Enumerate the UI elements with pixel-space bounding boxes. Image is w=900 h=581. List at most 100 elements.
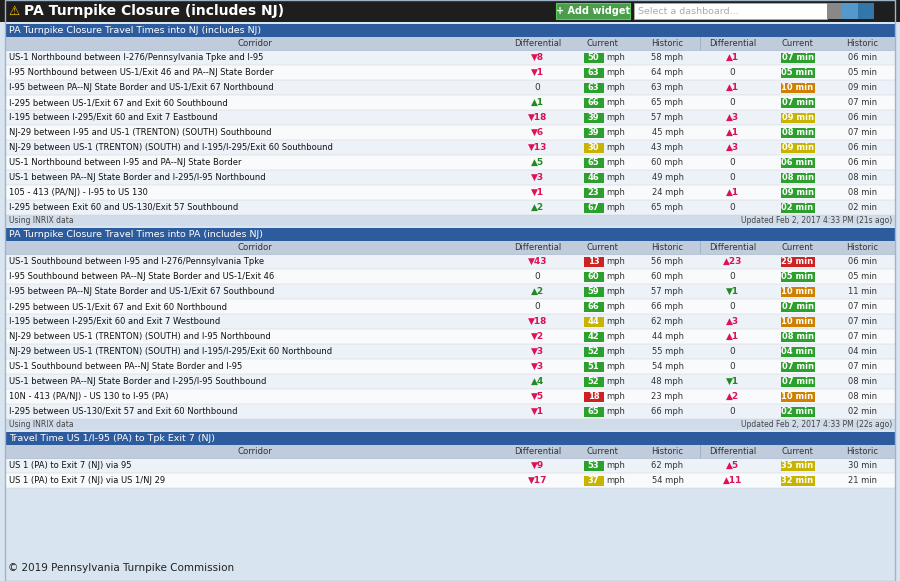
Text: 23: 23 [588,188,599,197]
Text: 05 min: 05 min [781,272,814,281]
Text: US 1 (PA) to Exit 7 (NJ) via US 1/NJ 29: US 1 (PA) to Exit 7 (NJ) via US 1/NJ 29 [9,476,165,485]
Text: 08 min: 08 min [781,128,814,137]
Text: mph: mph [607,188,625,197]
Text: 30: 30 [588,143,599,152]
Bar [583,67,604,77]
Text: 09 min: 09 min [781,143,814,152]
Text: 06 min: 06 min [848,53,878,62]
Text: 65: 65 [588,158,599,167]
Text: Historic: Historic [847,39,878,48]
Bar [5,228,895,241]
Text: ▲1: ▲1 [726,53,739,62]
Bar [583,332,604,342]
Text: mph: mph [607,173,625,182]
Text: 07 min: 07 min [848,302,878,311]
Bar [5,269,895,284]
Text: 39: 39 [588,113,599,122]
Text: Travel Time US 1/I-95 (PA) to Tpk Exit 7 (NJ): Travel Time US 1/I-95 (PA) to Tpk Exit 7… [9,434,215,443]
Text: mph: mph [607,332,625,341]
Text: 0: 0 [730,347,735,356]
Text: Select a dashboard...: Select a dashboard... [638,6,739,16]
Text: 10 min: 10 min [781,287,814,296]
Bar [780,346,814,357]
Text: mph: mph [607,392,625,401]
Text: US-1 Southbound between PA--NJ State Border and I-95: US-1 Southbound between PA--NJ State Bor… [9,362,242,371]
Text: mph: mph [607,272,625,281]
Text: 0: 0 [730,302,735,311]
Text: mph: mph [607,461,625,470]
Text: 05 min: 05 min [848,68,877,77]
Text: mph: mph [607,98,625,107]
Bar [583,302,604,311]
Text: I-195 between I-295/Exit 60 and Exit 7 Westbound: I-195 between I-295/Exit 60 and Exit 7 W… [9,317,220,326]
Text: © 2019 Pennsylvania Turnpike Commission: © 2019 Pennsylvania Turnpike Commission [8,563,234,573]
Text: 05 min: 05 min [781,68,814,77]
Text: mph: mph [607,476,625,485]
Bar [5,80,895,95]
Text: mph: mph [607,287,625,296]
Text: 49 mph: 49 mph [652,173,683,182]
Text: 13: 13 [588,257,599,266]
Text: 55 mph: 55 mph [652,347,683,356]
Text: 08 min: 08 min [848,392,878,401]
Text: ▼13: ▼13 [527,143,547,152]
Text: Differential: Differential [709,243,756,252]
Bar [583,142,604,152]
Bar [5,419,895,430]
Bar [858,3,874,19]
Bar [583,376,604,386]
Bar [780,127,814,138]
Text: 08 min: 08 min [848,377,878,386]
Text: Current: Current [781,447,814,456]
Bar [583,461,604,471]
Bar [5,314,895,329]
Text: I-295 between US-130/Exit 57 and Exit 60 Northbound: I-295 between US-130/Exit 57 and Exit 60… [9,407,238,416]
Text: 24 mph: 24 mph [652,188,683,197]
Text: ▼3: ▼3 [531,173,544,182]
Text: 60 mph: 60 mph [652,158,684,167]
Text: 07 min: 07 min [781,362,814,371]
Text: 42: 42 [588,332,599,341]
Text: 57 mph: 57 mph [652,287,684,296]
Text: ▼5: ▼5 [531,392,544,401]
Bar [5,284,895,299]
Text: 57 mph: 57 mph [652,113,684,122]
Text: ▼1: ▼1 [531,68,544,77]
Text: PA Turnpike Closure Travel Times into NJ (includes NJ): PA Turnpike Closure Travel Times into NJ… [9,26,261,35]
Text: Differential: Differential [709,39,756,48]
Bar [827,3,842,19]
Text: ▼1: ▼1 [531,407,544,416]
Text: 07 min: 07 min [781,53,814,62]
Text: US-1 Northbound between I-276/Pennsylvania Tpke and I-95: US-1 Northbound between I-276/Pennsylvan… [9,53,264,62]
Text: ▲5: ▲5 [726,461,739,470]
Bar [583,392,604,401]
Text: US 1 (PA) to Exit 7 (NJ) via 95: US 1 (PA) to Exit 7 (NJ) via 95 [9,461,131,470]
Text: mph: mph [607,68,625,77]
Bar [780,256,814,267]
Text: 06 min: 06 min [848,158,878,167]
Text: 52: 52 [588,347,599,356]
Text: 05 min: 05 min [848,272,877,281]
Bar [5,374,895,389]
Text: US-1 between PA--NJ State Border and I-295/I-95 Northbound: US-1 between PA--NJ State Border and I-2… [9,173,266,182]
Text: 60 mph: 60 mph [652,272,684,281]
Text: 66: 66 [588,98,599,107]
Text: 21 min: 21 min [848,476,877,485]
Text: US-1 between PA--NJ State Border and I-295/I-95 Southbound: US-1 between PA--NJ State Border and I-2… [9,377,266,386]
Bar [583,317,604,327]
Text: ▼3: ▼3 [531,362,544,371]
Text: Differential: Differential [514,39,561,48]
Text: I-295 between US-1/Exit 67 and Exit 60 Northbound: I-295 between US-1/Exit 67 and Exit 60 N… [9,302,227,311]
Text: 02 min: 02 min [781,407,814,416]
Bar [699,37,700,50]
Bar [634,3,827,19]
Text: 64 mph: 64 mph [652,68,684,77]
Bar [780,286,814,296]
Text: 54 mph: 54 mph [652,362,683,371]
Text: mph: mph [607,158,625,167]
Text: 18: 18 [588,392,599,401]
Bar [583,407,604,417]
Text: mph: mph [607,203,625,212]
Bar [583,286,604,296]
Text: 52: 52 [588,377,599,386]
